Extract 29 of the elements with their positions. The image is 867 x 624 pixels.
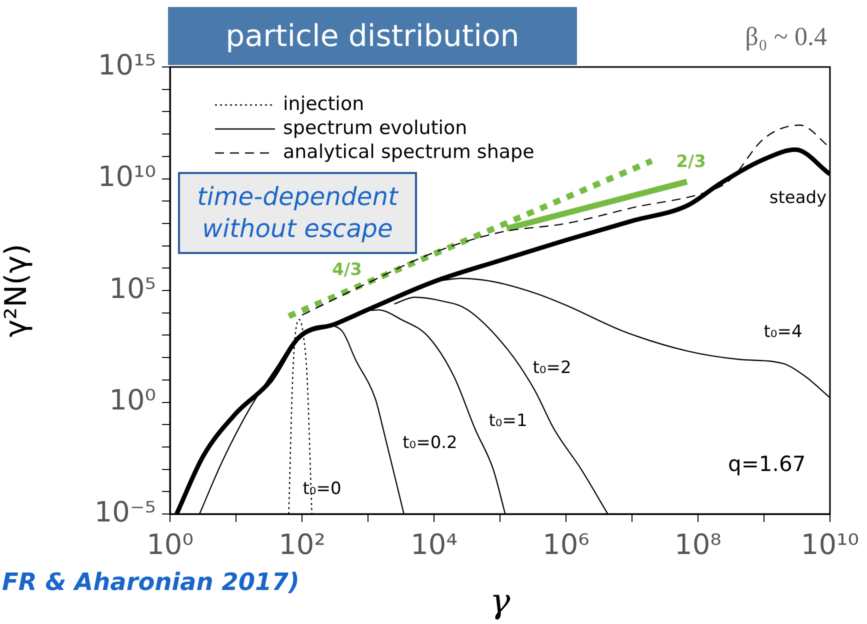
annotation: q=1.67 <box>728 452 806 476</box>
y-tick-label: 10¹⁵ <box>98 48 156 82</box>
annotation: t₀=0.2 <box>402 433 458 453</box>
annotation: t₀=2 <box>532 358 572 378</box>
y-tick-label: 10⁰ <box>109 384 156 417</box>
y-tick-label: 10⁵ <box>109 272 156 305</box>
text: FR & Aharonian 2017) <box>2 568 300 596</box>
annotation: t₀=1 <box>488 411 528 431</box>
legend-label: analytical spectrum shape <box>283 140 534 163</box>
x-tick-label: 10² <box>278 528 326 562</box>
annotation: 2/3 <box>676 152 706 172</box>
legend-label: spectrum evolution <box>283 116 468 139</box>
y-axis-title: γ²N(γ) <box>0 244 34 338</box>
x-tick-label: 10⁸ <box>674 528 722 562</box>
x-axis-title: γ <box>490 581 511 622</box>
y-tick-label: 10⁻⁵ <box>94 495 156 528</box>
annotation: t₀=0 <box>302 479 342 499</box>
annotation: steady <box>769 188 827 208</box>
y-tick-label: 10¹⁰ <box>98 160 156 194</box>
legend-label: injection <box>283 92 364 115</box>
annotation: t₀=4 <box>764 322 802 342</box>
x-tick-label: 10⁶ <box>542 528 590 562</box>
annotation: time-dependent without escape <box>178 172 417 254</box>
chart-subtitle: β₀ ~ 0.4 <box>745 22 827 52</box>
x-tick-label: 10⁰ <box>146 528 194 562</box>
chart-title: particle distribution <box>168 7 577 65</box>
x-tick-label: 10¹⁰ <box>800 528 859 562</box>
x-tick-label: 10⁴ <box>410 528 458 562</box>
annotation: 4/3 <box>332 260 362 280</box>
